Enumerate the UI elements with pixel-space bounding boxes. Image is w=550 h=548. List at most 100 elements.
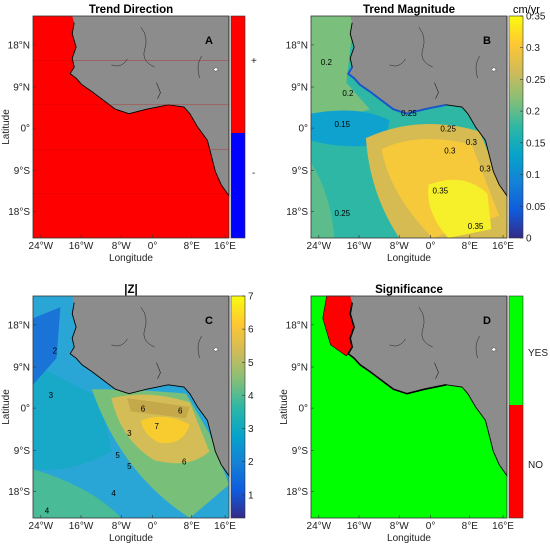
contour-label: 3 xyxy=(127,429,132,438)
land-mass xyxy=(348,296,507,476)
y-tick-label: 18°S xyxy=(286,207,308,218)
colorbar-label: YES xyxy=(528,348,548,359)
x-axis-label: Longitude xyxy=(109,253,153,264)
y-tick-label: 9°N xyxy=(13,363,30,374)
x-tick-label: 16°E xyxy=(214,241,236,252)
x-tick-label: 16°E xyxy=(492,241,514,252)
colorbar-no xyxy=(509,405,523,518)
colorbar-gradient xyxy=(508,15,524,239)
y-axis-label: Latitude xyxy=(1,389,12,425)
contour-label: 7 xyxy=(155,422,160,431)
z-region xyxy=(33,307,61,385)
colorbar-tick-label: 7 xyxy=(248,292,254,303)
contour-label: 5 xyxy=(127,462,132,471)
x-axis-label: Longitude xyxy=(387,533,431,544)
river-line xyxy=(434,362,439,379)
x-tick-label: 8°E xyxy=(462,521,479,532)
x-tick-label: 8°E xyxy=(184,241,201,252)
x-tick-label: 16°E xyxy=(214,521,236,532)
river-line xyxy=(140,306,155,348)
y-tick-label: 18°S xyxy=(286,487,308,498)
x-tick-label: 8°W xyxy=(112,521,132,532)
colorbar-tick-label: 0.1 xyxy=(526,170,540,181)
y-tick-label: 9°S xyxy=(14,446,31,457)
y-tick-label: 9°S xyxy=(14,166,31,177)
land-mass xyxy=(70,296,229,476)
z-region xyxy=(140,416,190,444)
colorbar-tick-label: 2 xyxy=(248,457,254,468)
contour-label: 0.35 xyxy=(468,222,484,231)
colorbar-yes xyxy=(509,296,523,405)
axes-C: |Z| 24°W 16°W 8°W 0° 8°E 16°E 18°N 9°N 0° 9°S 18°S L… xyxy=(1,284,236,544)
x-tick-label: 16°E xyxy=(492,521,514,532)
contour-label: 4 xyxy=(111,489,116,498)
island xyxy=(213,347,219,352)
y-axis-label: Latitude xyxy=(1,109,12,145)
colorbar-tick-label: 0.35 xyxy=(526,12,546,23)
contour-labels: 0.2 0.15 0.2 0.25 0.25 0.3 0.3 0.35 0.35 0.25 0.3 xyxy=(321,58,491,231)
contour-label: 0.25 xyxy=(335,209,351,218)
colorbar-tick-label: 0 xyxy=(526,234,532,245)
y-tick-label: 9°S xyxy=(292,166,309,177)
x-tick-label: 8°W xyxy=(112,241,132,252)
contour-label: 5 xyxy=(115,451,120,460)
colorbar-tick-label: 6 xyxy=(248,325,254,336)
x-axis-label: Longitude xyxy=(387,253,431,264)
panel-letter: B xyxy=(483,35,491,47)
colorbar: 1 2 3 4 5 6 7 xyxy=(230,292,254,519)
y-tick-label: 0° xyxy=(20,404,30,415)
colorbar: +- xyxy=(230,15,257,239)
z-region xyxy=(33,469,122,518)
river-line xyxy=(156,82,161,99)
x-tick-label: 16°W xyxy=(69,521,94,532)
chart-title: |Z| xyxy=(124,284,137,296)
island xyxy=(491,347,497,352)
chart-title: Trend Magnitude xyxy=(363,4,455,16)
colorbar: YES NO xyxy=(508,295,548,519)
x-tick-label: 0° xyxy=(426,241,436,252)
magnitude-region xyxy=(311,162,335,238)
contour-label: 0.25 xyxy=(401,109,417,118)
y-tick-label: 0° xyxy=(20,124,30,135)
colorbar-minus xyxy=(231,133,245,238)
x-tick-label: 8°W xyxy=(390,241,410,252)
y-tick-label: 18°N xyxy=(286,320,308,331)
plot-frame xyxy=(32,15,230,239)
colorbar-unit: cm/yr xyxy=(513,4,540,16)
x-axis-label: Longitude xyxy=(109,533,153,544)
colorbar-tick-label: 1 xyxy=(248,490,254,501)
x-tick-label: 16°W xyxy=(69,241,94,252)
river-line xyxy=(475,55,480,79)
z-region xyxy=(33,362,112,470)
river-line xyxy=(389,338,406,347)
x-tick-label: 8°E xyxy=(184,521,201,532)
river-line xyxy=(156,362,161,379)
river-line xyxy=(111,338,128,347)
panel-letter: A xyxy=(205,35,213,47)
y-tick-label: 0° xyxy=(298,404,308,415)
x-tick-label: 16°W xyxy=(347,521,372,532)
plot-frame xyxy=(310,295,508,519)
y-tick-label: 0° xyxy=(298,124,308,135)
magnitude-region xyxy=(311,16,370,127)
plot-frame xyxy=(32,295,230,519)
y-tick-label: 18°N xyxy=(8,320,30,331)
x-tick-label: 8°W xyxy=(390,521,410,532)
land-mass xyxy=(70,16,229,196)
colorbar-label: + xyxy=(251,56,257,67)
island xyxy=(491,67,497,72)
colorbar-frame xyxy=(230,15,246,239)
contour-label: 0.2 xyxy=(342,89,354,98)
x-tick-label: 24°W xyxy=(29,241,54,252)
panel-trend-direction xyxy=(33,16,230,238)
y-tick-label: 9°N xyxy=(13,83,30,94)
plot-frame xyxy=(310,15,508,239)
panel-z-statistic xyxy=(33,296,230,518)
contour-label: 0.3 xyxy=(444,147,456,156)
colorbar-frame xyxy=(508,295,524,519)
x-tick-label: 16°W xyxy=(347,241,372,252)
colorbar-tick-label: 0.05 xyxy=(526,202,546,213)
colorbar-label: NO xyxy=(528,460,543,471)
contour-label: 0.15 xyxy=(335,120,351,129)
